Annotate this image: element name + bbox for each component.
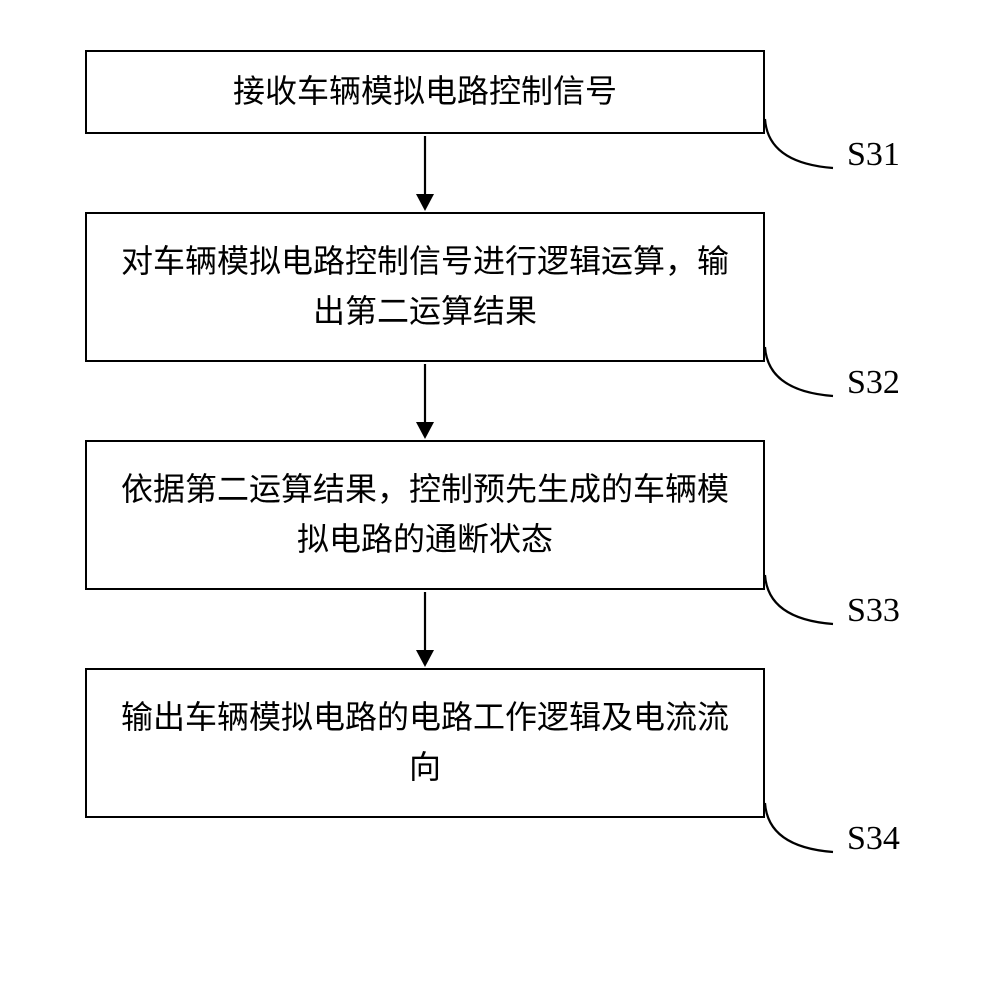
down-arrow-icon <box>410 362 440 440</box>
flow-text: 输出车辆模拟电路的电路工作逻辑及电流流向 <box>107 693 743 792</box>
flow-node: 接收车辆模拟电路控制信号 S31 <box>85 50 905 134</box>
flowchart-container: 接收车辆模拟电路控制信号 S31 对车辆模拟电路控制信号进行逻辑运算，输出第二运… <box>85 50 905 818</box>
flow-node: 对车辆模拟电路控制信号进行逻辑运算，输出第二运算结果 S32 <box>85 212 905 362</box>
arrow-wrap <box>85 590 765 668</box>
down-arrow-icon <box>410 134 440 212</box>
callout-s32: S32 <box>763 346 900 404</box>
flow-text: 依据第二运算结果，控制预先生成的车辆模拟电路的通断状态 <box>107 465 743 564</box>
arrow-wrap <box>85 362 765 440</box>
step-label: S34 <box>847 820 900 858</box>
arrow-wrap <box>85 134 765 212</box>
callout-s31: S31 <box>763 118 900 176</box>
callout-curve-icon <box>763 574 843 632</box>
flow-box-s32: 对车辆模拟电路控制信号进行逻辑运算，输出第二运算结果 <box>85 212 765 362</box>
step-label: S33 <box>847 592 900 630</box>
flow-text: 对车辆模拟电路控制信号进行逻辑运算，输出第二运算结果 <box>107 237 743 336</box>
step-label: S32 <box>847 364 900 402</box>
flow-node: 输出车辆模拟电路的电路工作逻辑及电流流向 S34 <box>85 668 905 818</box>
flow-text: 接收车辆模拟电路控制信号 <box>233 67 617 117</box>
callout-curve-icon <box>763 118 843 176</box>
flow-box-s33: 依据第二运算结果，控制预先生成的车辆模拟电路的通断状态 <box>85 440 765 590</box>
callout-s34: S34 <box>763 802 900 860</box>
callout-curve-icon <box>763 802 843 860</box>
step-label: S31 <box>847 136 900 174</box>
flow-node: 依据第二运算结果，控制预先生成的车辆模拟电路的通断状态 S33 <box>85 440 905 590</box>
flow-box-s31: 接收车辆模拟电路控制信号 <box>85 50 765 134</box>
callout-s33: S33 <box>763 574 900 632</box>
down-arrow-icon <box>410 590 440 668</box>
callout-curve-icon <box>763 346 843 404</box>
flow-box-s34: 输出车辆模拟电路的电路工作逻辑及电流流向 <box>85 668 765 818</box>
